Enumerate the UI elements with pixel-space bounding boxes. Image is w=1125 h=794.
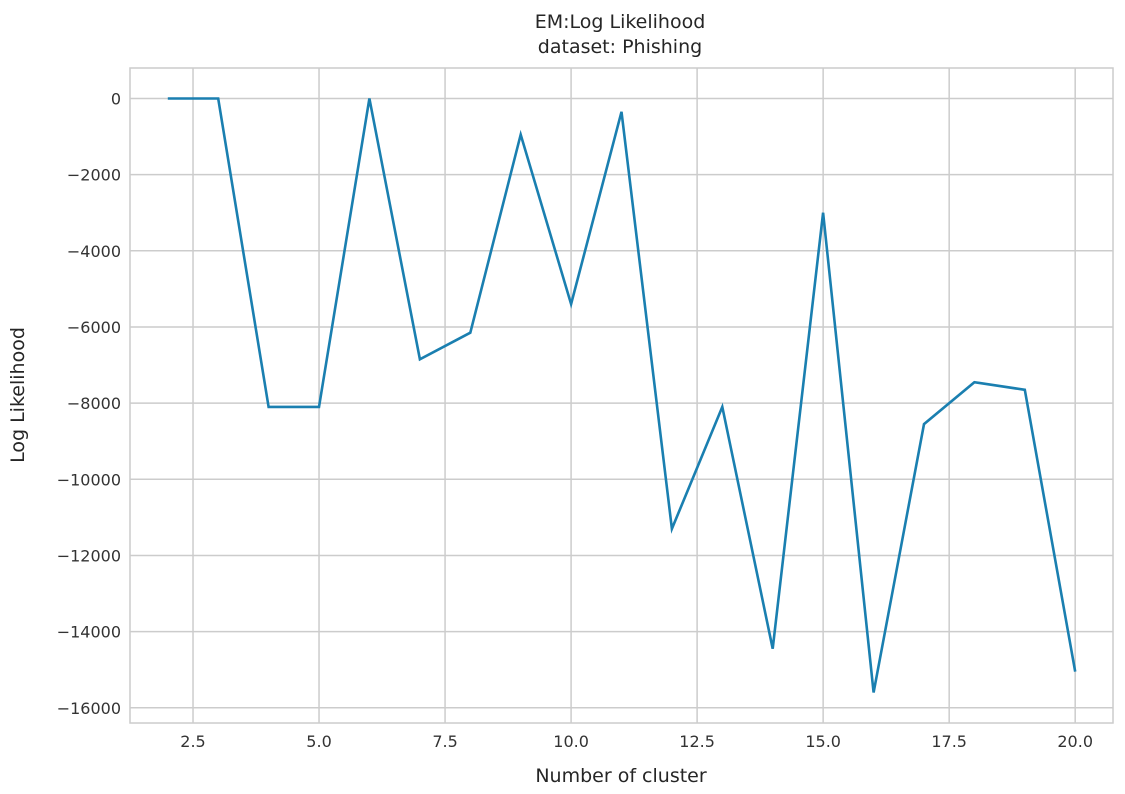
x-tick-label: 12.5 [679,732,715,751]
y-tick-label: −8000 [67,394,121,413]
x-tick-label: 20.0 [1057,732,1093,751]
series-layer [167,97,1077,693]
y-tick-label: 0 [111,89,121,108]
chart-subtitle: dataset: Phishing [538,36,702,58]
x-tick-label: 5.0 [306,732,331,751]
x-tick-label: 10.0 [553,732,589,751]
x-axis-label: Number of cluster [535,765,707,787]
y-tick-label: −10000 [57,470,121,489]
x-tick-label: 2.5 [180,732,205,751]
y-tick-label: −4000 [67,242,121,261]
tick-labels: 2.5 5.0 7.5 10.0 12.5 15.0 17.5 20.0 0 −2000 −4000… [57,89,1093,751]
chart-title: EM:Log Likelihood [535,11,706,33]
series-line [167,97,1077,693]
y-tick-label: −12000 [57,546,121,565]
x-tick-label: 7.5 [432,732,457,751]
y-tick-label: −6000 [67,318,121,337]
x-tick-label: 17.5 [931,732,967,751]
x-tick-label: 15.0 [805,732,841,751]
y-axis-label: Log Likelihood [7,327,29,463]
y-tick-label: −14000 [57,623,121,642]
y-tick-label: −16000 [57,699,121,718]
y-tick-label: −2000 [67,166,121,185]
plot-area [129,67,1114,724]
